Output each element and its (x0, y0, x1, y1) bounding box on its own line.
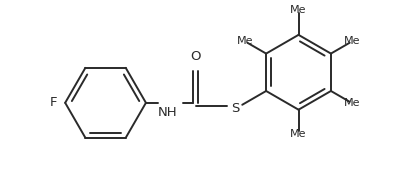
Text: Me: Me (236, 36, 253, 46)
Text: Me: Me (344, 36, 360, 46)
Text: NH: NH (158, 106, 178, 119)
Text: O: O (190, 50, 200, 63)
Text: Me: Me (290, 129, 307, 139)
Text: Me: Me (344, 98, 360, 108)
Text: F: F (50, 96, 57, 109)
Text: Me: Me (290, 5, 307, 15)
Text: S: S (231, 102, 240, 115)
